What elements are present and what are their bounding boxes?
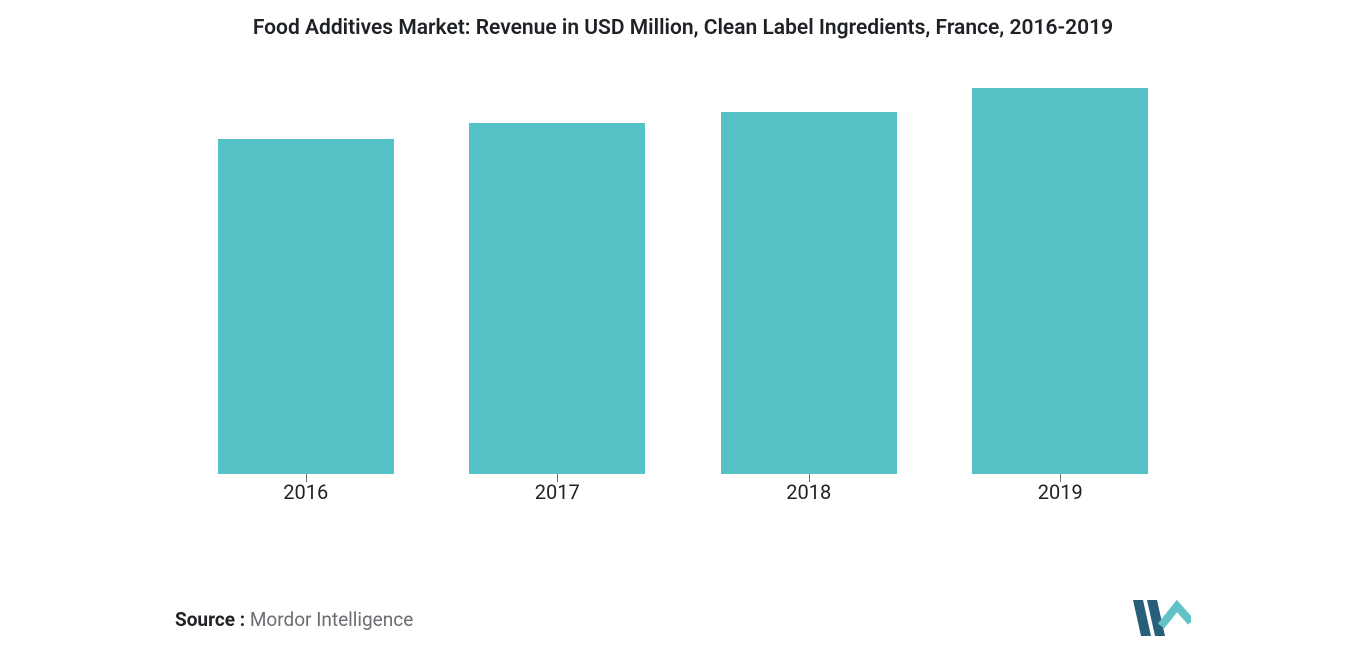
bar (218, 139, 394, 474)
x-axis-label: 2017 (432, 480, 684, 504)
mordor-logo-icon (1133, 600, 1191, 636)
bar-series (180, 80, 1186, 474)
x-axis-label: 2019 (935, 480, 1187, 504)
source-value: Mordor Intelligence (250, 608, 413, 631)
x-axis-labels: 2016201720182019 (180, 480, 1186, 504)
plot-area (180, 80, 1186, 475)
x-axis-label: 2016 (180, 480, 432, 504)
bar (721, 112, 897, 474)
bar (972, 88, 1148, 474)
source-label: Source : (175, 608, 245, 631)
x-axis-label: 2018 (683, 480, 935, 504)
bar-slot (935, 80, 1187, 474)
chart-title: Food Additives Market: Revenue in USD Mi… (0, 16, 1366, 40)
bar (469, 123, 645, 474)
bar-slot (432, 80, 684, 474)
bar-slot (180, 80, 432, 474)
chart-container: Food Additives Market: Revenue in USD Mi… (0, 0, 1366, 655)
source-line: Source : Mordor Intelligence (175, 608, 413, 631)
bar-slot (683, 80, 935, 474)
